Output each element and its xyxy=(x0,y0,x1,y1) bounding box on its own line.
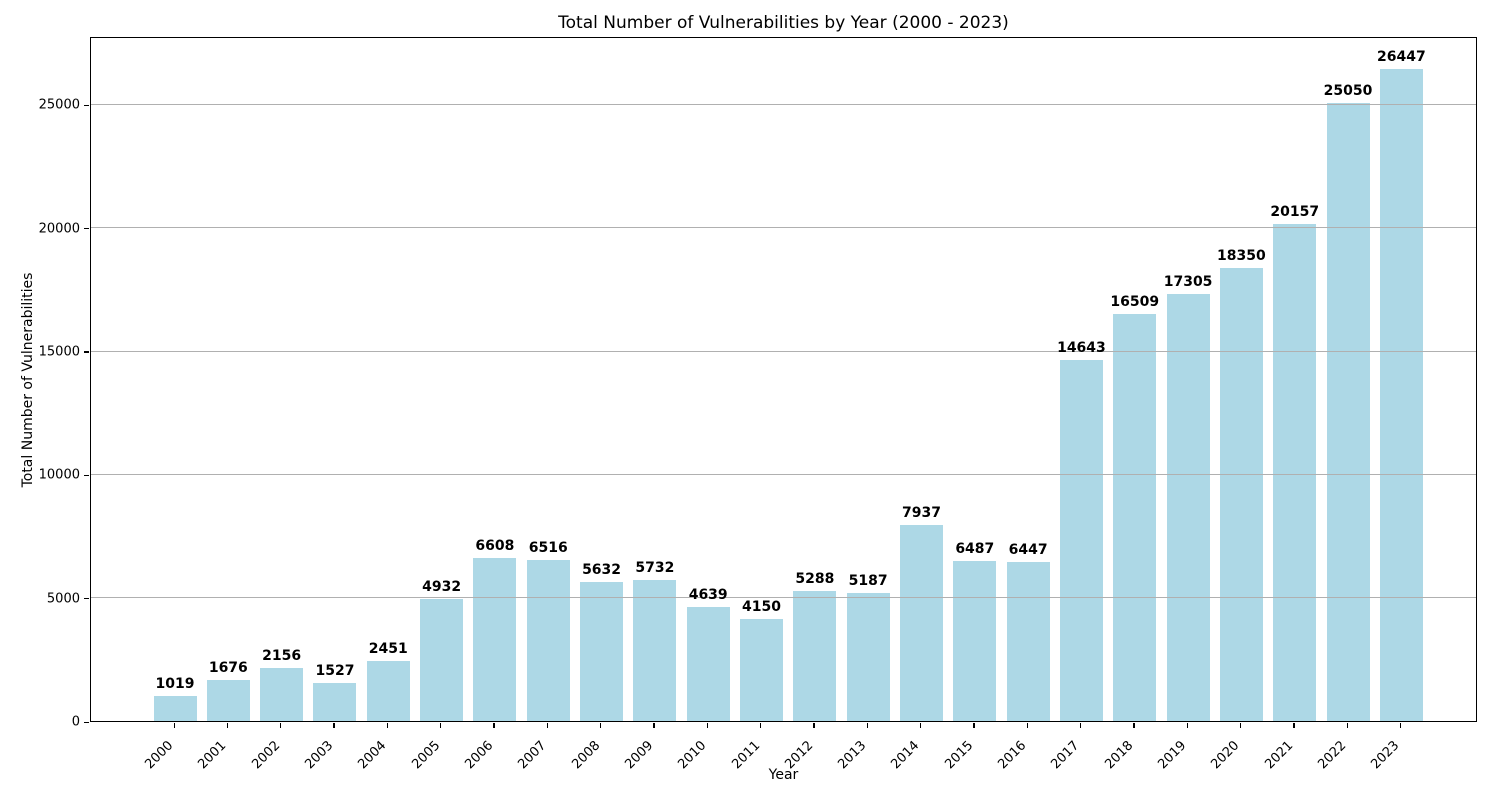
bar-2017 xyxy=(1059,359,1103,721)
bar-2007 xyxy=(526,560,570,721)
x-tick-mark xyxy=(600,723,602,728)
bar-value-label-2022: 25050 xyxy=(1323,83,1373,100)
x-tick-mark xyxy=(333,723,335,728)
bar-value-label-2016: 6447 xyxy=(1008,541,1048,558)
bar-2019 xyxy=(1166,294,1210,721)
bar-2018 xyxy=(1113,313,1157,721)
y-tick-mark xyxy=(84,474,89,477)
bar-value-label-2023: 26447 xyxy=(1377,48,1426,65)
x-tick-mark xyxy=(1133,723,1135,728)
y-axis-title: Total Number of Vulnerabilities xyxy=(20,272,36,488)
x-tick-mark xyxy=(173,723,175,728)
x-tick-mark xyxy=(1293,723,1295,728)
x-tick-mark xyxy=(1026,723,1028,728)
x-tick-mark xyxy=(1399,723,1402,728)
bar-2006 xyxy=(473,558,517,721)
bar-2005 xyxy=(420,599,464,721)
y-tick-mark xyxy=(84,598,89,600)
bar-value-label-2012: 5288 xyxy=(795,570,835,587)
x-tick-mark xyxy=(440,723,442,728)
y-tick-label: 0 xyxy=(71,714,80,730)
bar-2008 xyxy=(580,582,624,721)
bar-2004 xyxy=(366,660,410,721)
bar-2000 xyxy=(153,695,197,721)
x-tick-mark xyxy=(706,723,708,728)
bar-2002 xyxy=(260,667,304,721)
bar-2011 xyxy=(740,618,784,721)
bar-value-label-2005: 4932 xyxy=(422,579,462,596)
y-tick-mark xyxy=(84,351,89,353)
bar-2013 xyxy=(846,593,890,721)
bar-2010 xyxy=(686,606,730,721)
x-tick-mark xyxy=(760,723,762,728)
y-tick-label: 20000 xyxy=(38,221,80,237)
y-tick-label: 10000 xyxy=(38,467,80,483)
bar-value-label-2004: 2451 xyxy=(368,640,408,657)
x-tick-mark xyxy=(973,723,975,728)
x-tick-mark xyxy=(1079,723,1082,728)
bar-2009 xyxy=(633,579,677,721)
y-tick-mark xyxy=(84,721,89,723)
x-tick-mark xyxy=(386,723,389,728)
y-tick-mark xyxy=(84,104,89,107)
gridline-25000 xyxy=(91,103,1476,105)
x-tick-mark xyxy=(546,723,549,728)
x-tick-mark xyxy=(226,723,229,728)
y-tick-label: 25000 xyxy=(38,97,80,113)
bar-value-label-2003: 1527 xyxy=(315,663,355,680)
bar-value-label-2018: 16509 xyxy=(1110,293,1160,310)
bar-value-label-2013: 5187 xyxy=(848,573,888,590)
bar-2022 xyxy=(1326,103,1370,721)
gridline-5000 xyxy=(91,597,1476,599)
bar-2015 xyxy=(953,561,997,721)
y-tick-label: 5000 xyxy=(46,591,80,607)
gridline-10000 xyxy=(91,473,1476,475)
bar-2003 xyxy=(313,683,357,721)
bar-value-label-2014: 7937 xyxy=(901,505,941,522)
bar-value-label-2011: 4150 xyxy=(742,598,781,615)
bar-value-label-2007: 6516 xyxy=(528,540,568,557)
bar-2001 xyxy=(206,679,250,721)
bar-value-label-2021: 20157 xyxy=(1270,203,1320,220)
x-tick-mark xyxy=(919,723,922,728)
bar-value-label-2009: 5732 xyxy=(635,559,675,576)
bar-value-label-2001: 1676 xyxy=(208,659,248,676)
bar-value-label-2000: 1019 xyxy=(155,675,195,692)
bar-2012 xyxy=(793,590,837,721)
bar-2023 xyxy=(1379,68,1423,721)
x-tick-mark xyxy=(866,723,868,728)
bar-2021 xyxy=(1273,223,1317,721)
gridline-15000 xyxy=(91,350,1476,352)
bar-value-label-2006: 6608 xyxy=(475,538,515,555)
x-tick-mark xyxy=(493,723,495,728)
x-tick-mark xyxy=(280,723,282,728)
bar-value-label-2019: 17305 xyxy=(1163,274,1213,291)
x-tick-mark xyxy=(813,723,815,728)
x-tick-mark xyxy=(1239,723,1242,728)
x-tick-mark xyxy=(1186,723,1188,728)
bar-2020 xyxy=(1219,268,1263,721)
bar-value-label-2015: 6487 xyxy=(955,541,995,557)
bar-2014 xyxy=(899,525,943,721)
x-axis-title: Year xyxy=(768,767,799,783)
plot-area: 1019 1676 2156 1527 2451 4932 6608 6516 5632 5732… xyxy=(90,37,1477,722)
y-tick-mark xyxy=(84,228,89,230)
gridline-20000 xyxy=(91,227,1476,229)
chart-title: Total Number of Vulnerabilities by Year … xyxy=(558,13,1009,33)
x-tick-mark xyxy=(653,723,655,728)
bar-value-label-2017: 14643 xyxy=(1057,339,1106,356)
bar-value-label-2010: 4639 xyxy=(688,586,728,603)
bar-2016 xyxy=(1006,561,1050,721)
bar-value-label-2020: 18350 xyxy=(1217,248,1266,265)
bar-value-label-2002: 2156 xyxy=(262,647,302,664)
x-tick-mark xyxy=(1346,723,1348,728)
y-tick-label: 15000 xyxy=(38,344,80,360)
bar-value-label-2008: 5632 xyxy=(582,562,622,579)
